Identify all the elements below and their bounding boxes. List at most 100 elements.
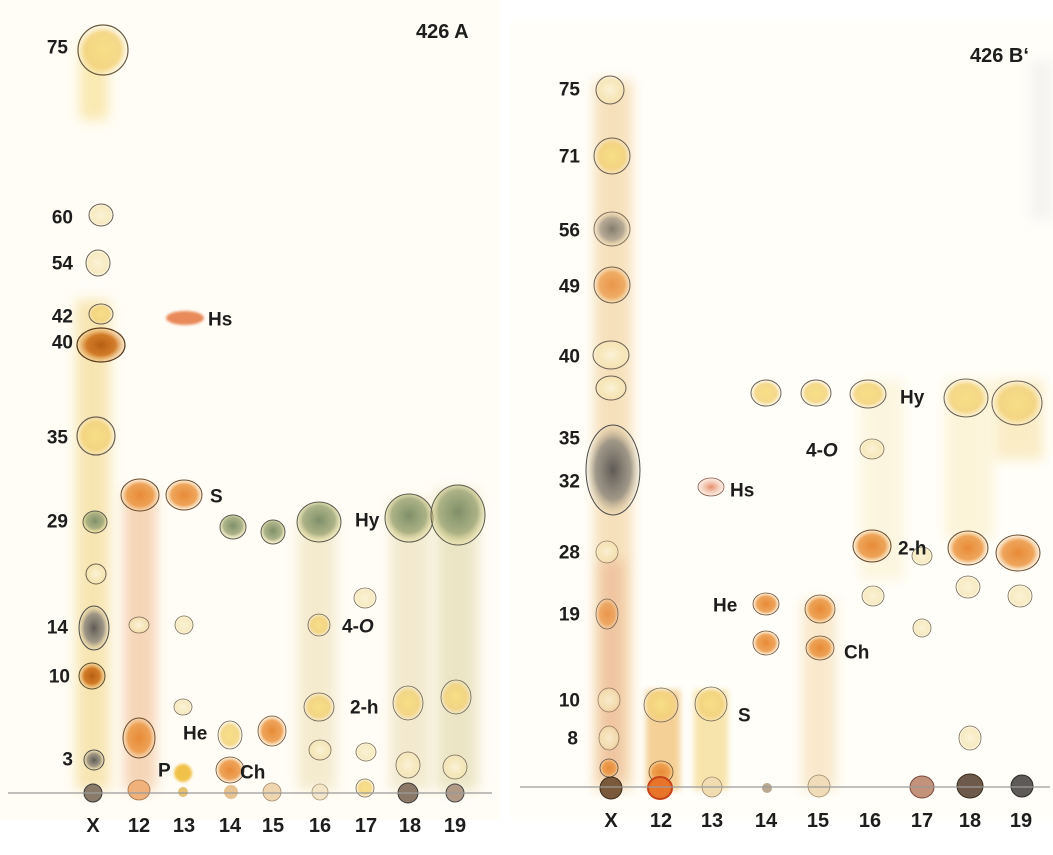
spot-b-19-hy xyxy=(991,380,1043,426)
spot-b-x-49 xyxy=(593,266,631,304)
plate-b-lane-label: 16 xyxy=(858,810,882,832)
spot-b-x-40 xyxy=(592,340,630,370)
spot-b-x-75 xyxy=(595,75,625,105)
spot-b-x-38 xyxy=(595,375,627,401)
plate-a-compound-label: P xyxy=(158,760,171,782)
spot-b-18-lower xyxy=(958,725,982,751)
plate-b xyxy=(510,20,1053,820)
plate-b-lane-label: 19 xyxy=(1009,810,1033,832)
plate-b-compound-label: Hs xyxy=(730,480,755,502)
plate-a-lane-label: 17 xyxy=(354,815,378,837)
plate-a-lane-label: 19 xyxy=(443,815,467,837)
spot-a-14-ch xyxy=(215,756,245,784)
spot-b-x-low xyxy=(599,758,619,778)
spot-b-18-low xyxy=(955,575,981,599)
plate-b-corner-shadow xyxy=(1030,60,1053,220)
spot-a-x-42 xyxy=(88,303,114,325)
plate-a-rf-label: 10 xyxy=(48,666,70,688)
plate-b-rf-label: 10 xyxy=(558,690,580,712)
spot-b-18-origin xyxy=(956,773,984,799)
spot-a-15-low xyxy=(257,715,287,747)
spot-b-x-8 xyxy=(598,725,620,751)
spot-b-18-2h xyxy=(947,530,989,566)
plate-b-rf-label: 49 xyxy=(558,276,580,298)
spot-b-x-56 xyxy=(593,211,631,247)
plate-b-lane-label: 15 xyxy=(806,810,830,832)
plate-b-rf-label: 35 xyxy=(558,428,580,450)
plate-b-lane-label: 18 xyxy=(958,810,982,832)
spot-a-18-low xyxy=(395,751,421,779)
spot-a-16-hy xyxy=(296,501,342,543)
plate-b-rf-label: 56 xyxy=(558,220,580,242)
spot-b-15-hy xyxy=(800,379,832,407)
spot-a-12-s xyxy=(120,478,160,512)
spot-a-16-origin xyxy=(311,783,329,801)
spot-b-x-28 xyxy=(595,540,619,564)
spot-a-x-54 xyxy=(85,249,111,277)
spot-b-15-he xyxy=(804,594,836,624)
plate-b-compound-label: Hy xyxy=(900,387,925,409)
spot-a-14-he xyxy=(217,720,243,750)
plate-a-rf-label: 35 xyxy=(46,427,68,449)
spot-b-14-he xyxy=(752,592,780,616)
plate-b-lane-label: X xyxy=(604,810,618,832)
spot-b-19-2h xyxy=(995,534,1041,572)
plate-a-lane-label: 14 xyxy=(218,815,242,837)
spot-b-16-4o xyxy=(859,438,885,460)
plate-a xyxy=(0,0,500,820)
spot-a-15-hy xyxy=(260,519,286,545)
plate-a-rf-label: 14 xyxy=(46,617,68,639)
plate-b-compound-label: S xyxy=(738,705,751,727)
spot-a-15-origin xyxy=(262,782,282,802)
plate-a-lane-label: 16 xyxy=(308,815,332,837)
plate-a-lane-label: 13 xyxy=(172,815,196,837)
plate-a-compound-label: Hs xyxy=(208,309,233,331)
spot-a-x-40 xyxy=(76,327,126,363)
plate-a-lane-label: X xyxy=(86,815,100,837)
spot-b-17-mid xyxy=(911,546,933,566)
plate-a-compound-label: Ch xyxy=(240,762,266,784)
spot-a-19-low xyxy=(442,754,468,780)
lane-x-streak xyxy=(76,300,110,790)
spot-a-x-14 xyxy=(78,605,110,651)
spot-b-14-origin xyxy=(762,783,772,793)
spot-a-18-hy xyxy=(384,493,434,543)
spot-a-17-lower xyxy=(355,778,375,798)
plate-a-compound-label: He xyxy=(183,723,208,745)
plate-b-compound-label: 4-O xyxy=(806,440,838,462)
spot-b-13-hs xyxy=(697,477,725,497)
spot-b-16-low xyxy=(861,585,885,607)
plate-a-compound-label: 2-h xyxy=(350,697,379,719)
spot-a-12-origin xyxy=(127,779,151,801)
spot-a-x-60 xyxy=(88,203,114,227)
plate-b-lane-label: 17 xyxy=(910,810,934,832)
spot-b-16-2h xyxy=(852,529,892,563)
spot-a-x-29 xyxy=(82,510,108,534)
spot-a-12-low xyxy=(122,717,156,759)
lane-b15-streak xyxy=(802,600,836,790)
plate-b-lane-label: 13 xyxy=(700,810,724,832)
spot-b-17-low xyxy=(912,618,932,638)
plate-b-compound-label: 2-h xyxy=(898,538,927,560)
spot-a-x-75 xyxy=(77,24,129,76)
spot-b-19-low xyxy=(1007,584,1033,608)
spot-a-13-s xyxy=(165,479,203,511)
spot-b-19-origin xyxy=(1010,774,1034,798)
lane-18-streak xyxy=(390,500,430,790)
spot-b-14-hy xyxy=(750,379,782,407)
spot-b-x-10 xyxy=(597,687,621,713)
plate-a-title: 426 A xyxy=(416,21,469,43)
plate-b-rf-label: 75 xyxy=(558,79,580,101)
spot-a-13-p xyxy=(174,764,192,782)
spot-a-13-mid xyxy=(173,698,193,716)
spot-b-x-32 xyxy=(585,424,641,516)
spot-a-12-14 xyxy=(128,616,150,634)
spot-a-14-hy xyxy=(219,514,247,540)
spot-a-14-origin xyxy=(224,785,238,799)
plate-a-rf-label: 42 xyxy=(51,306,73,328)
plate-a-lane-label: 12 xyxy=(127,815,151,837)
spot-a-16-4o xyxy=(307,613,331,637)
plate-b-rf-label: 40 xyxy=(558,346,580,368)
